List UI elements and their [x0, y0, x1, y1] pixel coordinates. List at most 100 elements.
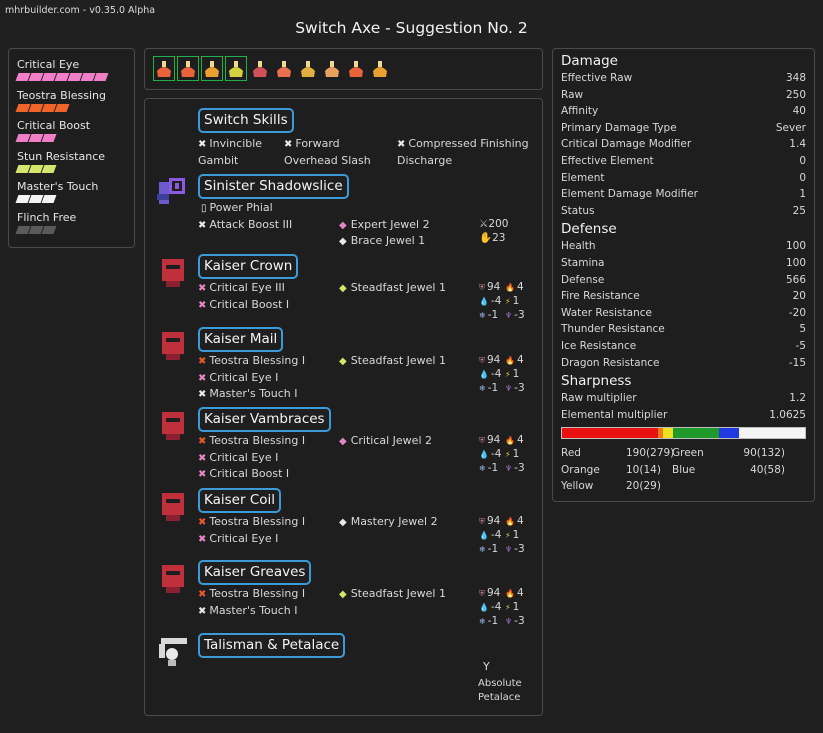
talisman-title[interactable]: Talisman & Petalace [198, 633, 346, 658]
water-icon: 💧 [479, 603, 489, 612]
skill-level-pips [15, 225, 134, 234]
sharp-yellow-value: 20(29) [626, 480, 661, 493]
stat-value: 40 [792, 105, 806, 118]
skill-row[interactable]: Stun Resistance [15, 150, 134, 181]
decoration-slot[interactable] [249, 56, 271, 81]
fire-icon: 🔥 [505, 436, 515, 445]
decoration-slot[interactable] [201, 56, 223, 81]
armor-skill: ✖ Critical Boost I [198, 467, 289, 482]
armor-stat-value: -4 [490, 368, 502, 380]
decorations-strip [144, 48, 543, 90]
armor-title[interactable]: Kaiser Crown [198, 254, 299, 279]
armor-stat-thunder: ⚡ 1 [505, 529, 519, 542]
damage-stats: Effective Raw 348 Raw 250 Affinity 40 Primary … [561, 70, 806, 219]
dragon-icon: ♆ [505, 311, 513, 320]
armor-skill: ✖ Master's Touch I [198, 387, 298, 402]
sharpness-segment [673, 428, 719, 439]
decoration-slot[interactable] [345, 56, 367, 81]
skill-level-pip [41, 164, 57, 173]
armor-title[interactable]: Kaiser Vambraces [198, 407, 331, 432]
decoration-slot[interactable] [369, 56, 391, 81]
switch-skill-3: ✖ Compressed Finishing [397, 137, 529, 150]
defense-stats: Health 100 Stamina 100 Defense 566 Fire Resist… [561, 238, 806, 371]
armor-jewel[interactable]: ◆ Steadfast Jewel 1 [339, 281, 446, 296]
attack-icon: ⚔ [479, 218, 489, 230]
skill-level-pips [15, 103, 134, 112]
sharpness-heading: Sharpness [561, 373, 632, 390]
armor-jewel[interactable]: ◆ Mastery Jewel 2 [339, 515, 438, 530]
armor-skill: ✖ Teostra Blessing I [198, 515, 305, 530]
armor-stat-value: 94 [487, 354, 501, 366]
decoration-icon [325, 60, 339, 77]
armor-jewel[interactable]: ◆ Critical Jewel 2 [339, 434, 432, 449]
armor-stat-value: 1 [512, 295, 520, 307]
stat-row: Element 0 [561, 170, 806, 187]
armor-stat-water: 💧 -4 [479, 601, 501, 614]
weapon-jewel-2[interactable]: ◆ Brace Jewel 1 [339, 234, 426, 247]
petalace-icon: Y [483, 660, 490, 673]
armor-stat-thunder: ⚡ 1 [505, 368, 519, 381]
armor-stat-ice: ❄ -1 [479, 543, 498, 556]
helmet-icon [162, 259, 184, 287]
decoration-slot[interactable] [273, 56, 295, 81]
armor-jewel[interactable]: ◆ Steadfast Jewel 1 [339, 587, 446, 602]
stats-panel: Damage Effective Raw 348 Raw 250 Affinity 40 P… [552, 48, 815, 502]
stat-value: 25 [792, 204, 806, 217]
skill-level-pip [41, 195, 57, 203]
dragon-icon: ♆ [505, 384, 513, 393]
ice-icon: ❄ [479, 545, 486, 554]
armor-stat-fire: 🔥 4 [505, 587, 524, 600]
decoration-slot[interactable] [225, 56, 247, 81]
stat-row: Health 100 [561, 238, 806, 255]
skill-row[interactable]: Master's Touch [15, 180, 134, 211]
stat-row: Dragon Resistance -15 [561, 355, 806, 372]
skill-row[interactable]: Critical Boost [15, 119, 134, 150]
switch-skills-title[interactable]: Switch Skills [198, 108, 294, 133]
armor-stat-thunder: ⚡ 1 [505, 295, 519, 308]
armor-stat-value: 4 [516, 281, 524, 293]
armor-title[interactable]: Kaiser Coil [198, 488, 282, 513]
skill-level-pip [41, 134, 57, 142]
armor-stat-value: 4 [516, 434, 524, 446]
armor-title[interactable]: Kaiser Greaves [198, 560, 312, 585]
armor-stat-ice: ❄ -1 [479, 382, 498, 395]
sharpness-segment [663, 428, 674, 439]
stat-row: Stamina 100 [561, 255, 806, 272]
armor-stat-value: -3 [514, 462, 525, 474]
stat-row: Raw 250 [561, 87, 806, 104]
stat-row: Fire Resistance 20 [561, 288, 806, 305]
stat-label: Element [561, 171, 605, 184]
decoration-slot[interactable] [177, 56, 199, 81]
armor-jewel[interactable]: ◆ Steadfast Jewel 1 [339, 354, 446, 369]
decoration-slot[interactable] [321, 56, 343, 81]
armor-skill: ✖ Critical Eye I [198, 371, 278, 386]
stat-label: Primary Damage Type [561, 121, 677, 134]
armor-stat-value: 94 [487, 587, 501, 599]
armor-stat-water: 💧 -4 [479, 368, 501, 381]
sharp-red-label: Red [561, 447, 581, 460]
armor-stat-value: -3 [514, 309, 525, 321]
cross-swords-icon: ✖ [198, 299, 207, 311]
decoration-icon [349, 60, 363, 77]
skill-level-pip [93, 73, 109, 81]
decoration-slot[interactable] [297, 56, 319, 81]
defense-icon: ⛨ [479, 517, 485, 526]
skill-row[interactable]: Critical Eye [15, 58, 134, 89]
weapon-jewel-1[interactable]: ◆ Expert Jewel 2 [339, 218, 430, 231]
gauntlet-icon [162, 412, 184, 440]
water-icon: 💧 [479, 370, 489, 379]
armor-title[interactable]: Kaiser Mail [198, 327, 284, 352]
sharp-orange-label: Orange [561, 463, 600, 476]
armor-skill-label: Teostra Blessing I [209, 354, 306, 367]
skill-row[interactable]: Flinch Free [15, 211, 134, 242]
skill-row[interactable]: Teostra Blessing [15, 89, 134, 120]
stat-value: 348 [785, 72, 806, 84]
decoration-slot[interactable] [153, 56, 175, 81]
build-panel: Switch Skills ✖ Invincible Gambit ✖ Forwar… [144, 98, 543, 716]
jewel-label: Steadfast Jewel 1 [350, 587, 446, 600]
weapon-title[interactable]: Sinister Shadowslice [198, 174, 349, 199]
stat-label: Elemental multiplier [561, 408, 668, 421]
armor-stat-value: -3 [514, 615, 525, 627]
armor-stat-value: -4 [490, 448, 502, 460]
armor-stat-fire: 🔥 4 [505, 354, 524, 367]
